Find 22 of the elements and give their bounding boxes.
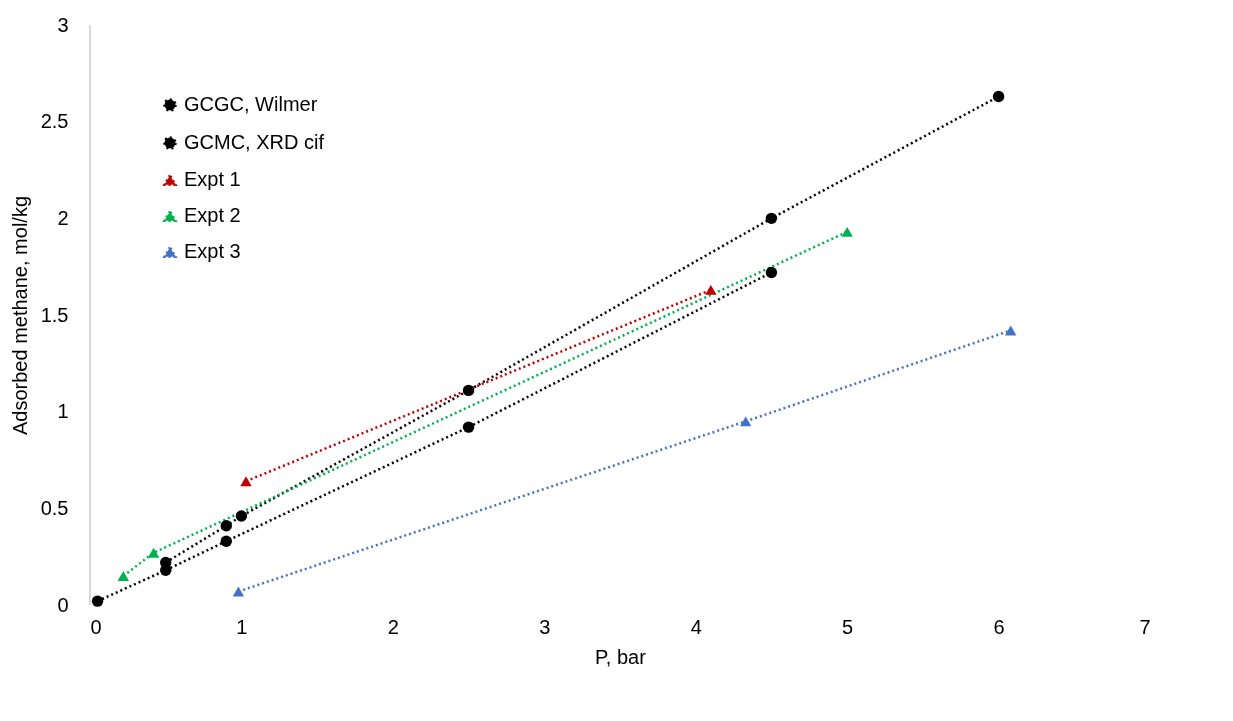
y-tick-label: 0.5 <box>40 496 69 519</box>
legend-label: Expt 2 <box>184 204 241 226</box>
legend-label: Expt 3 <box>184 240 241 262</box>
x-tick-label: 7 <box>1139 615 1151 638</box>
legend-label: Expt 1 <box>184 168 241 190</box>
x-tick-label: 2 <box>387 615 399 638</box>
y-tick-label: 3 <box>57 13 69 36</box>
legend-label: GCGC, Wilmer <box>184 93 318 115</box>
x-tick-label: 4 <box>690 615 702 638</box>
y-tick-label: 1.5 <box>40 303 69 326</box>
legend-label: GCMC, XRD cif <box>184 131 325 153</box>
x-tick-label: 3 <box>539 615 551 638</box>
x-axis-title: P, bar <box>595 645 647 668</box>
x-tick-label: 6 <box>993 615 1005 638</box>
y-axis-title: Adsorbed methane, mol/kg <box>8 195 31 436</box>
y-tick-label: 2 <box>57 206 69 229</box>
x-tick-label: 5 <box>842 615 854 638</box>
y-tick-label: 0 <box>57 593 69 616</box>
x-tick-label: 1 <box>236 615 248 638</box>
y-tick-label: 1 <box>57 400 69 423</box>
x-tick-label: 0 <box>90 615 102 638</box>
y-tick-label: 2.5 <box>40 110 69 133</box>
